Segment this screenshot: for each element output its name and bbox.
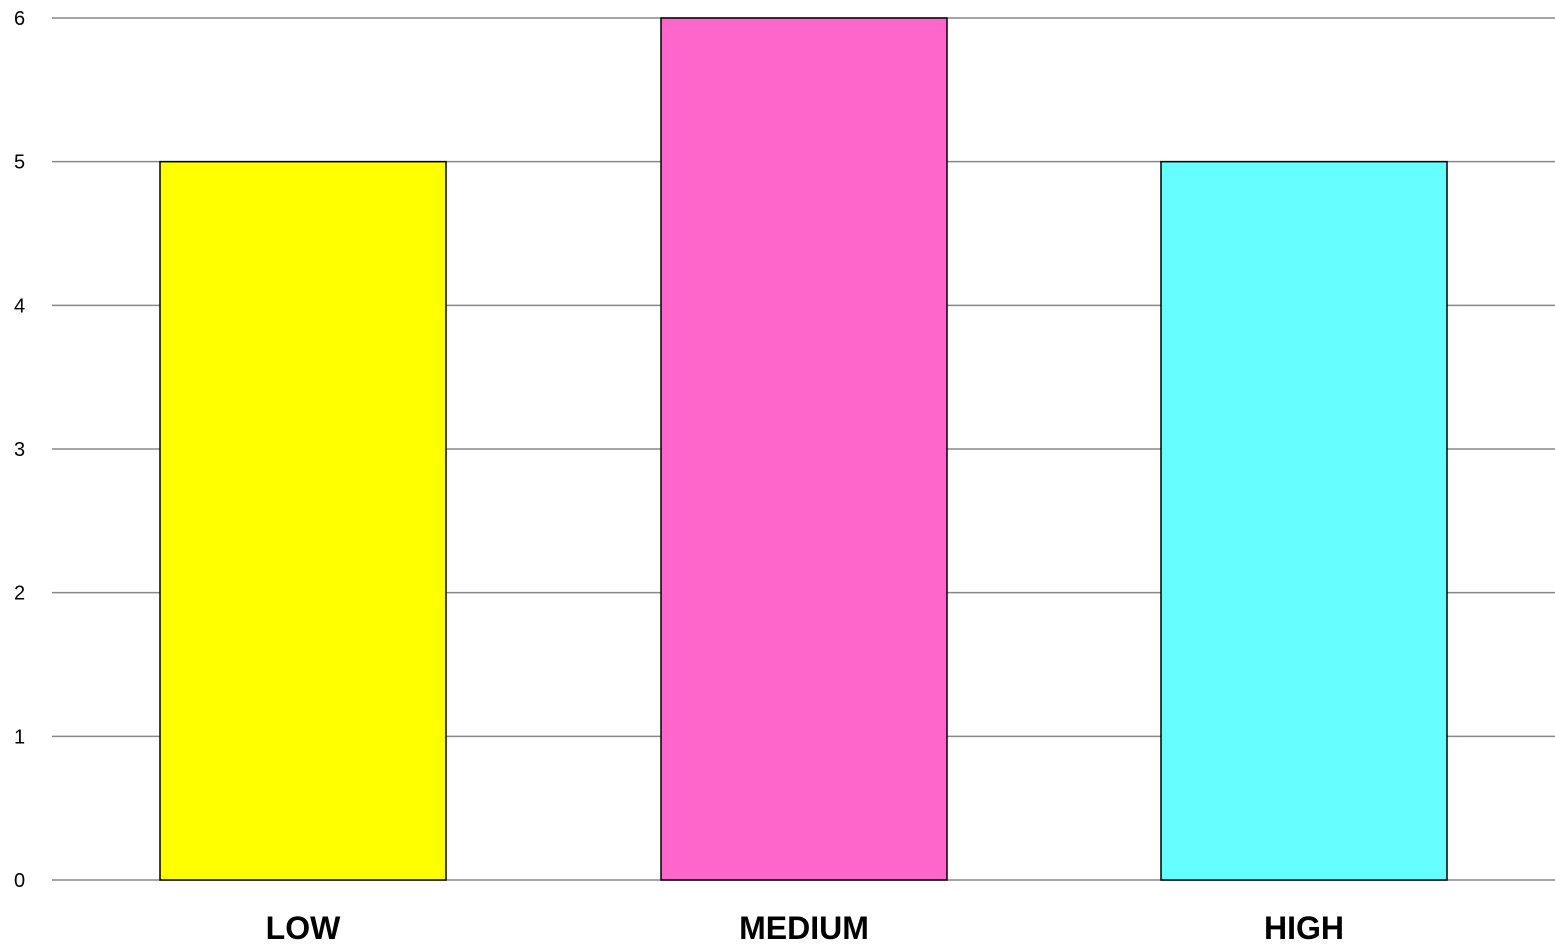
x-category-label: LOW xyxy=(266,910,341,946)
bar-high xyxy=(1160,160,1448,881)
y-tick-label: 3 xyxy=(14,439,25,461)
y-tick-label: 0 xyxy=(14,870,25,892)
y-tick-label: 2 xyxy=(14,583,25,605)
bar-low xyxy=(159,160,447,881)
y-tick-label: 5 xyxy=(14,152,25,174)
y-tick-label: 4 xyxy=(14,295,25,317)
bar-medium xyxy=(660,17,948,881)
y-tick-label: 1 xyxy=(14,726,25,748)
y-tick-label: 6 xyxy=(14,8,25,30)
bars xyxy=(159,17,1448,881)
x-category-label: MEDIUM xyxy=(739,910,869,946)
x-axis-category-labels: LOW MEDIUM HIGH xyxy=(266,910,1344,946)
x-category-label: HIGH xyxy=(1264,910,1344,946)
y-axis-tick-labels: 0 1 2 3 4 5 6 xyxy=(14,8,25,892)
